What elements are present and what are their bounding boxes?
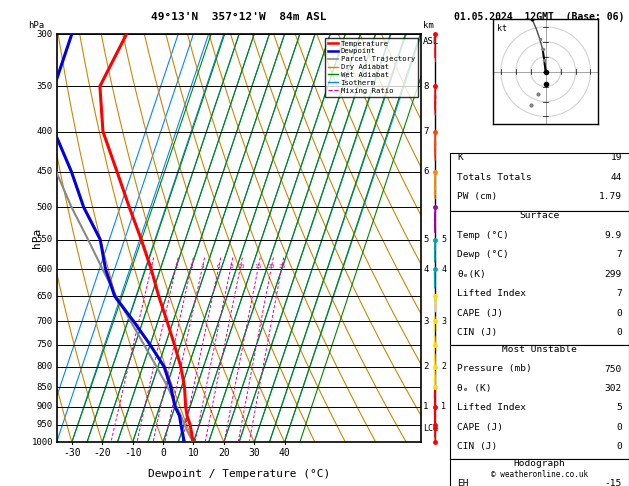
Text: 1: 1 — [423, 402, 428, 411]
Text: 1: 1 — [150, 264, 153, 269]
Text: CIN (J): CIN (J) — [457, 328, 497, 337]
Text: 8: 8 — [423, 82, 428, 91]
Text: 9.9: 9.9 — [604, 231, 622, 240]
Text: 500: 500 — [37, 203, 53, 212]
Text: Hodograph: Hodograph — [513, 459, 565, 469]
Text: 550: 550 — [37, 235, 53, 244]
Text: θₑ(K): θₑ(K) — [457, 270, 486, 279]
Text: 300: 300 — [37, 30, 53, 38]
Text: 450: 450 — [37, 167, 53, 176]
Text: Dewpoint / Temperature (°C): Dewpoint / Temperature (°C) — [148, 469, 330, 479]
Text: 25: 25 — [278, 264, 286, 269]
Text: 6: 6 — [217, 264, 221, 269]
Text: 49°13'N  357°12'W  84m ASL: 49°13'N 357°12'W 84m ASL — [151, 12, 327, 22]
Text: ASL: ASL — [423, 37, 440, 46]
Text: 350: 350 — [37, 82, 53, 91]
Text: Temp (°C): Temp (°C) — [457, 231, 509, 240]
Text: 7: 7 — [423, 127, 428, 136]
Text: 8: 8 — [229, 264, 233, 269]
Text: EH: EH — [457, 479, 469, 486]
FancyBboxPatch shape — [450, 459, 629, 486]
Text: 1: 1 — [442, 402, 447, 411]
Text: 750: 750 — [37, 340, 53, 349]
Text: hPa: hPa — [31, 228, 42, 248]
Text: 40: 40 — [279, 449, 291, 458]
Text: CAPE (J): CAPE (J) — [457, 423, 503, 432]
Text: Lifted Index: Lifted Index — [457, 289, 526, 298]
Text: © weatheronline.co.uk: © weatheronline.co.uk — [491, 469, 588, 479]
Text: 1.79: 1.79 — [599, 192, 622, 201]
Text: 6: 6 — [423, 167, 428, 176]
Text: θₑ (K): θₑ (K) — [457, 384, 491, 393]
Text: 10: 10 — [237, 264, 244, 269]
Legend: Temperature, Dewpoint, Parcel Trajectory, Dry Adiabat, Wet Adiabat, Isotherm, Mi: Temperature, Dewpoint, Parcel Trajectory… — [325, 37, 418, 97]
Text: 0: 0 — [160, 449, 166, 458]
Text: Totals Totals: Totals Totals — [457, 173, 532, 182]
Text: km: km — [423, 21, 434, 30]
Text: 600: 600 — [37, 264, 53, 274]
Text: 10: 10 — [187, 449, 199, 458]
Text: 2: 2 — [174, 264, 178, 269]
Text: Dewp (°C): Dewp (°C) — [457, 250, 509, 260]
Text: 4: 4 — [423, 264, 428, 274]
Text: Surface: Surface — [520, 211, 559, 221]
Text: 0: 0 — [616, 328, 622, 337]
Text: 5: 5 — [442, 235, 447, 244]
Text: 3: 3 — [442, 317, 447, 326]
Text: 30: 30 — [248, 449, 260, 458]
Text: 3: 3 — [423, 317, 428, 326]
Text: 800: 800 — [37, 362, 53, 371]
Text: 19: 19 — [610, 153, 622, 162]
Text: -10: -10 — [124, 449, 142, 458]
Text: -15: -15 — [604, 479, 622, 486]
Text: 44: 44 — [610, 173, 622, 182]
Text: 5: 5 — [616, 403, 622, 413]
Text: 650: 650 — [37, 292, 53, 301]
Text: CAPE (J): CAPE (J) — [457, 309, 503, 318]
Text: 4: 4 — [201, 264, 204, 269]
Text: CIN (J): CIN (J) — [457, 442, 497, 451]
Text: 0: 0 — [616, 423, 622, 432]
Text: 900: 900 — [37, 402, 53, 411]
Text: 700: 700 — [37, 317, 53, 326]
Text: 1000: 1000 — [31, 438, 53, 447]
Text: 750: 750 — [604, 364, 622, 374]
Text: Mixing Ratio (g/kg): Mixing Ratio (g/kg) — [454, 191, 462, 286]
Text: 400: 400 — [37, 127, 53, 136]
Text: 299: 299 — [604, 270, 622, 279]
Text: 7: 7 — [616, 289, 622, 298]
Text: 7: 7 — [616, 250, 622, 260]
Text: 2: 2 — [442, 362, 447, 371]
Text: 950: 950 — [37, 420, 53, 429]
Text: 2: 2 — [423, 362, 428, 371]
Text: 850: 850 — [37, 382, 53, 392]
Text: 20: 20 — [268, 264, 276, 269]
Text: 5: 5 — [423, 235, 428, 244]
Text: -30: -30 — [63, 449, 81, 458]
Text: hPa: hPa — [28, 21, 45, 30]
Text: PW (cm): PW (cm) — [457, 192, 497, 201]
Text: 15: 15 — [255, 264, 262, 269]
Text: 3: 3 — [189, 264, 193, 269]
Text: 4: 4 — [442, 264, 447, 274]
Text: 302: 302 — [604, 384, 622, 393]
Text: kt: kt — [496, 24, 506, 33]
Text: 20: 20 — [218, 449, 230, 458]
Text: 0: 0 — [616, 442, 622, 451]
Text: Pressure (mb): Pressure (mb) — [457, 364, 532, 374]
Text: 0: 0 — [616, 309, 622, 318]
Text: Lifted Index: Lifted Index — [457, 403, 526, 413]
FancyBboxPatch shape — [450, 153, 629, 211]
Text: LCL: LCL — [423, 424, 438, 433]
Text: Most Unstable: Most Unstable — [502, 345, 577, 354]
Text: 01.05.2024  12GMT  (Base: 06): 01.05.2024 12GMT (Base: 06) — [454, 12, 625, 22]
Text: K: K — [457, 153, 463, 162]
FancyBboxPatch shape — [450, 211, 629, 345]
Text: -20: -20 — [93, 449, 111, 458]
FancyBboxPatch shape — [450, 345, 629, 459]
